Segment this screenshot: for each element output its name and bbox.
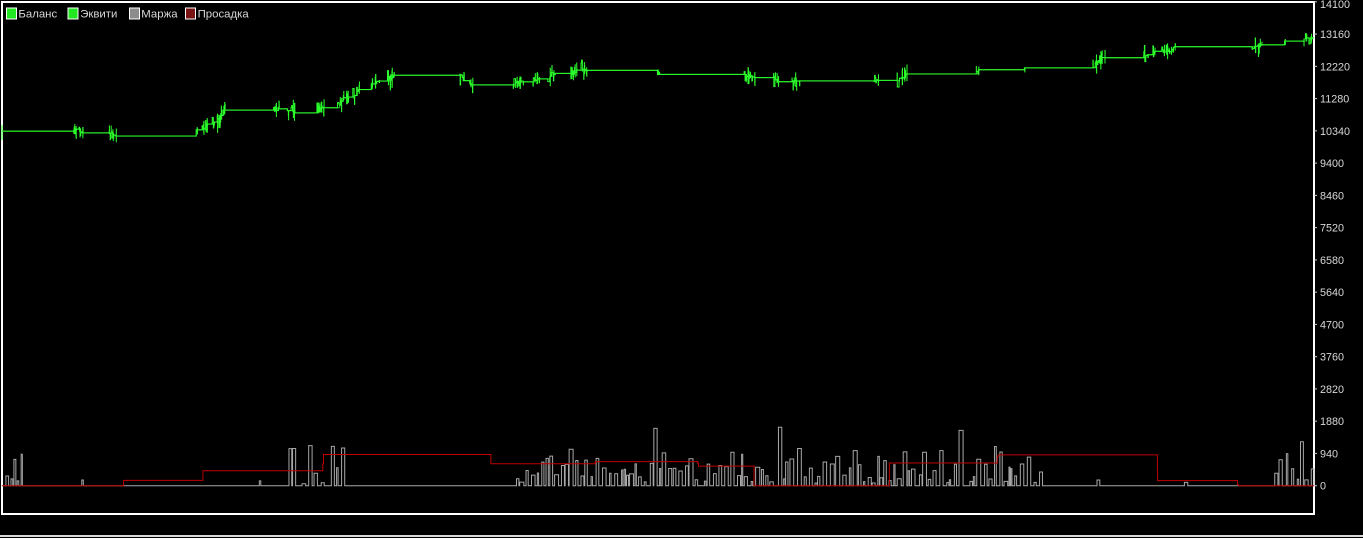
svg-text:10340: 10340 xyxy=(1320,126,1350,138)
svg-text:3760: 3760 xyxy=(1320,352,1344,364)
svg-text:1880: 1880 xyxy=(1320,416,1344,428)
svg-text:4700: 4700 xyxy=(1320,319,1344,331)
svg-text:9400: 9400 xyxy=(1320,158,1344,170)
svg-text:11280: 11280 xyxy=(1320,94,1349,106)
svg-text:7520: 7520 xyxy=(1320,223,1344,235)
svg-text:14100: 14100 xyxy=(1320,0,1350,11)
svg-text:Эквити: Эквити xyxy=(80,8,117,20)
svg-text:5640: 5640 xyxy=(1320,287,1344,299)
svg-text:0: 0 xyxy=(1320,481,1326,493)
svg-text:940: 940 xyxy=(1320,448,1338,460)
svg-text:2820: 2820 xyxy=(1320,384,1344,396)
svg-text:13160: 13160 xyxy=(1320,29,1350,41)
svg-text:12220: 12220 xyxy=(1320,61,1350,73)
svg-text:8460: 8460 xyxy=(1320,190,1344,202)
svg-text:Просадка: Просадка xyxy=(198,8,250,20)
svg-text:Маржа: Маржа xyxy=(141,8,178,20)
svg-text:Баланс: Баланс xyxy=(18,8,57,20)
svg-text:6580: 6580 xyxy=(1320,255,1344,267)
